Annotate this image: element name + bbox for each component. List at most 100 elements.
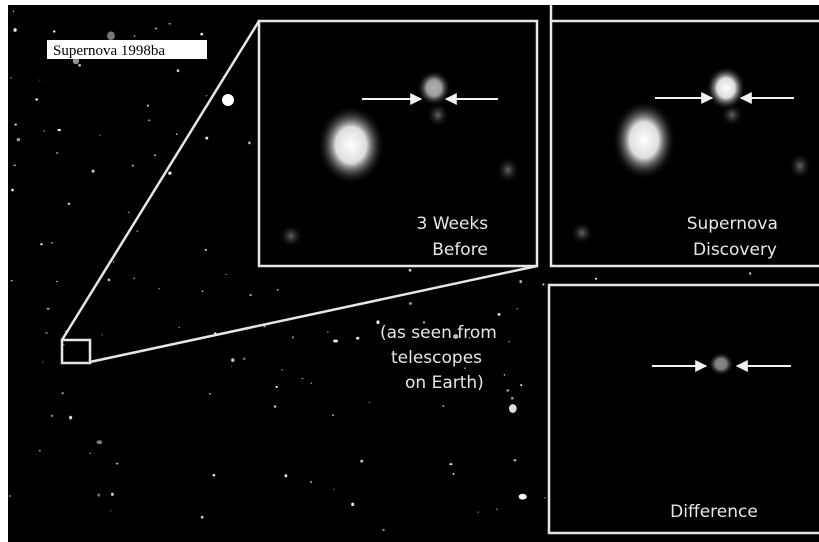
star (242, 357, 246, 361)
panel-before: 3 Weeks Before (257, 19, 539, 268)
zoom-line (60, 20, 261, 341)
star (376, 320, 380, 325)
star (326, 331, 329, 333)
star (225, 273, 227, 276)
star (449, 463, 453, 466)
star (136, 230, 139, 232)
star (749, 272, 752, 275)
star (99, 134, 101, 136)
star (39, 79, 41, 81)
star (61, 392, 64, 395)
star (368, 401, 371, 403)
star (508, 340, 510, 343)
supernova (708, 352, 734, 376)
galaxy (612, 100, 676, 180)
star (35, 98, 39, 101)
star (204, 248, 207, 251)
star (422, 321, 426, 324)
star (333, 339, 339, 343)
star (222, 94, 234, 106)
star (57, 128, 61, 132)
star (107, 31, 115, 41)
star (175, 133, 178, 136)
panel-label: Supernova Discovery (687, 214, 784, 260)
note-line: on Earth) (405, 373, 484, 393)
galaxy (317, 105, 385, 185)
star (127, 211, 130, 213)
supernova (706, 66, 746, 110)
label-line: 3 Weeks (416, 214, 488, 234)
star (519, 280, 523, 284)
star (43, 130, 45, 132)
star (115, 462, 119, 465)
star (360, 459, 364, 463)
star (310, 382, 312, 384)
star (10, 77, 12, 79)
star (477, 511, 479, 513)
star (276, 288, 279, 291)
star (331, 414, 335, 416)
faint-star (279, 224, 303, 248)
star (38, 449, 41, 452)
star (11, 188, 14, 192)
star (518, 493, 527, 500)
star (453, 334, 459, 339)
star (50, 241, 54, 244)
star (14, 123, 18, 126)
star (464, 367, 466, 369)
star (45, 332, 48, 334)
panel-frame (547, 283, 819, 535)
star (78, 63, 81, 67)
star (72, 57, 80, 65)
star (16, 137, 21, 142)
star (542, 283, 545, 286)
faint-star (426, 102, 450, 128)
star (511, 396, 514, 400)
star (131, 164, 134, 167)
label-line: Discovery (693, 240, 777, 260)
star (147, 119, 151, 122)
star (408, 301, 413, 305)
star (248, 141, 251, 145)
star (452, 473, 455, 475)
star (176, 69, 180, 73)
star (13, 164, 16, 166)
star (153, 154, 157, 157)
star (468, 337, 471, 339)
star (168, 171, 172, 175)
star (41, 361, 44, 363)
star (503, 374, 506, 376)
star (50, 414, 54, 418)
star (200, 515, 204, 519)
panel-label: 3 Weeks Before (416, 214, 493, 260)
star (91, 169, 95, 173)
star (56, 152, 59, 154)
star (231, 358, 235, 362)
star (333, 488, 335, 491)
star (110, 510, 112, 512)
star (382, 528, 385, 532)
star (281, 369, 283, 371)
star (249, 294, 253, 297)
star (544, 497, 546, 499)
star (168, 22, 171, 25)
star (158, 288, 160, 290)
galaxy-core (417, 70, 451, 106)
note: (as seen from telescopes on Earth) (380, 323, 502, 393)
faint-star (788, 152, 812, 180)
star (56, 280, 58, 283)
star (46, 307, 50, 310)
star (89, 452, 92, 454)
star (442, 405, 445, 408)
star (284, 474, 288, 478)
star (208, 392, 211, 395)
star (230, 365, 233, 367)
faint-star (570, 221, 594, 245)
star (520, 383, 523, 387)
panel-difference: Difference (547, 283, 819, 535)
star (273, 405, 277, 408)
star (107, 278, 111, 282)
star-field (9, 10, 752, 532)
star (13, 28, 17, 32)
